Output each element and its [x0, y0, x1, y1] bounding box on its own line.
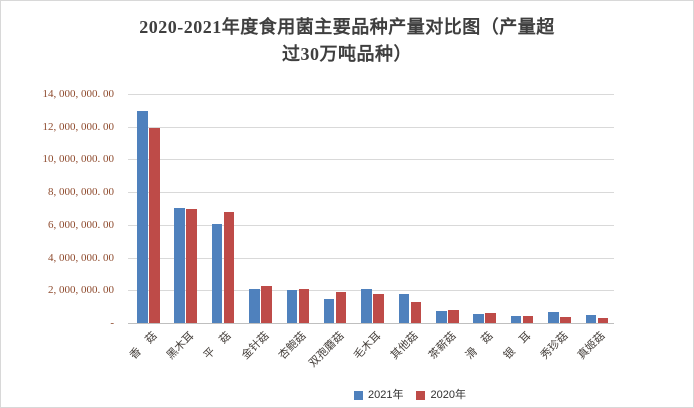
x-axis-line [128, 323, 614, 324]
y-tick-label-12000000: 12, 000, 000. 00 [42, 120, 115, 133]
bar-2020年-真姬菇 [597, 318, 609, 323]
gridline [128, 257, 614, 259]
y-tick-label-4000000: 4, 000, 000. 00 [48, 251, 114, 264]
bar-2020年-黑木耳 [186, 208, 197, 323]
gridline [128, 159, 614, 161]
legend-swatch-icon [354, 390, 363, 400]
bar-2021年-黑木耳 [174, 207, 185, 323]
plot-area [128, 94, 614, 324]
legend-item-2020年: 2020年 [416, 389, 466, 401]
y-tick-label-2000000: 2, 000, 000. 00 [48, 284, 114, 297]
y-tick-label-14000000: 14, 000, 000. 00 [42, 88, 115, 100]
bar-2021年-香菇 [137, 111, 148, 323]
bar-2020年-金针菇 [261, 286, 272, 323]
y-tick-label-10000000: 10, 000, 000. 00 [42, 153, 115, 166]
bar-2020年-茶薪菇 [448, 309, 459, 323]
legend: 2021年 2020年 [354, 389, 466, 401]
gridline [128, 224, 614, 226]
legend-label: 2020年 [430, 389, 466, 401]
bar-2021年-双孢蘑菇 [323, 298, 335, 323]
bar-2021年-真姬菇 [585, 315, 597, 323]
bar-2021年-毛木耳 [361, 288, 372, 323]
chart-title: 2020-2021年度食用菌主要品种产量对比图（产量超 过30万吨品种） [57, 14, 637, 68]
bar-2021年-茶薪菇 [436, 310, 447, 323]
y-tick-label-8000000: 8, 000, 000. 00 [48, 186, 114, 199]
bar-2021年-其他菇 [398, 294, 410, 323]
y-tick-label-6000000: 6, 000, 000. 00 [48, 218, 114, 231]
chart-title-line1: 2020-2021年度食用菌主要品种产量对比图（产量超 [139, 17, 555, 37]
bar-2020年-毛木耳 [373, 293, 384, 323]
bar-2020年-双孢蘑菇 [335, 291, 347, 323]
legend-item-2021年: 2021年 [354, 389, 403, 401]
y-tick-label-0: - [110, 317, 114, 329]
bar-2020年-滑菇 [485, 313, 496, 323]
bar-2021年-金针菇 [249, 288, 260, 323]
bar-2021年-平菇 [211, 223, 223, 323]
bar-2021年-杏鲍菇 [286, 290, 298, 323]
gridline [128, 94, 614, 95]
chart-title-line2: 过30万吨品种） [282, 44, 412, 64]
bar-2020年-杏鲍菇 [298, 289, 310, 323]
bar-2021年-秀珍菇 [548, 312, 559, 323]
bar-2020年-其他菇 [410, 301, 422, 323]
bar-2020年-银耳 [522, 315, 534, 323]
legend-swatch-icon [416, 390, 426, 400]
gridline [128, 192, 614, 194]
bar-2020年-香菇 [149, 128, 160, 323]
legend-label: 2021年 [368, 389, 404, 401]
y-axis: 14, 000, 000. 00 12, 000, 000. 00 10, 000,… [1, 88, 115, 330]
bar-2021年-滑菇 [473, 313, 484, 323]
bar-2020年-秀珍菇 [560, 317, 571, 323]
bar-2021年-银耳 [510, 315, 522, 323]
gridline [128, 126, 614, 128]
bar-2020年-平菇 [223, 211, 235, 323]
x-axis: 香 菇黑木耳平 菇金针菇 杏鲍菇 双孢蘑菇 毛木耳 其他菇 茶薪菇滑 菇银 耳秀珍菇 真姬菇 [127, 330, 614, 390]
